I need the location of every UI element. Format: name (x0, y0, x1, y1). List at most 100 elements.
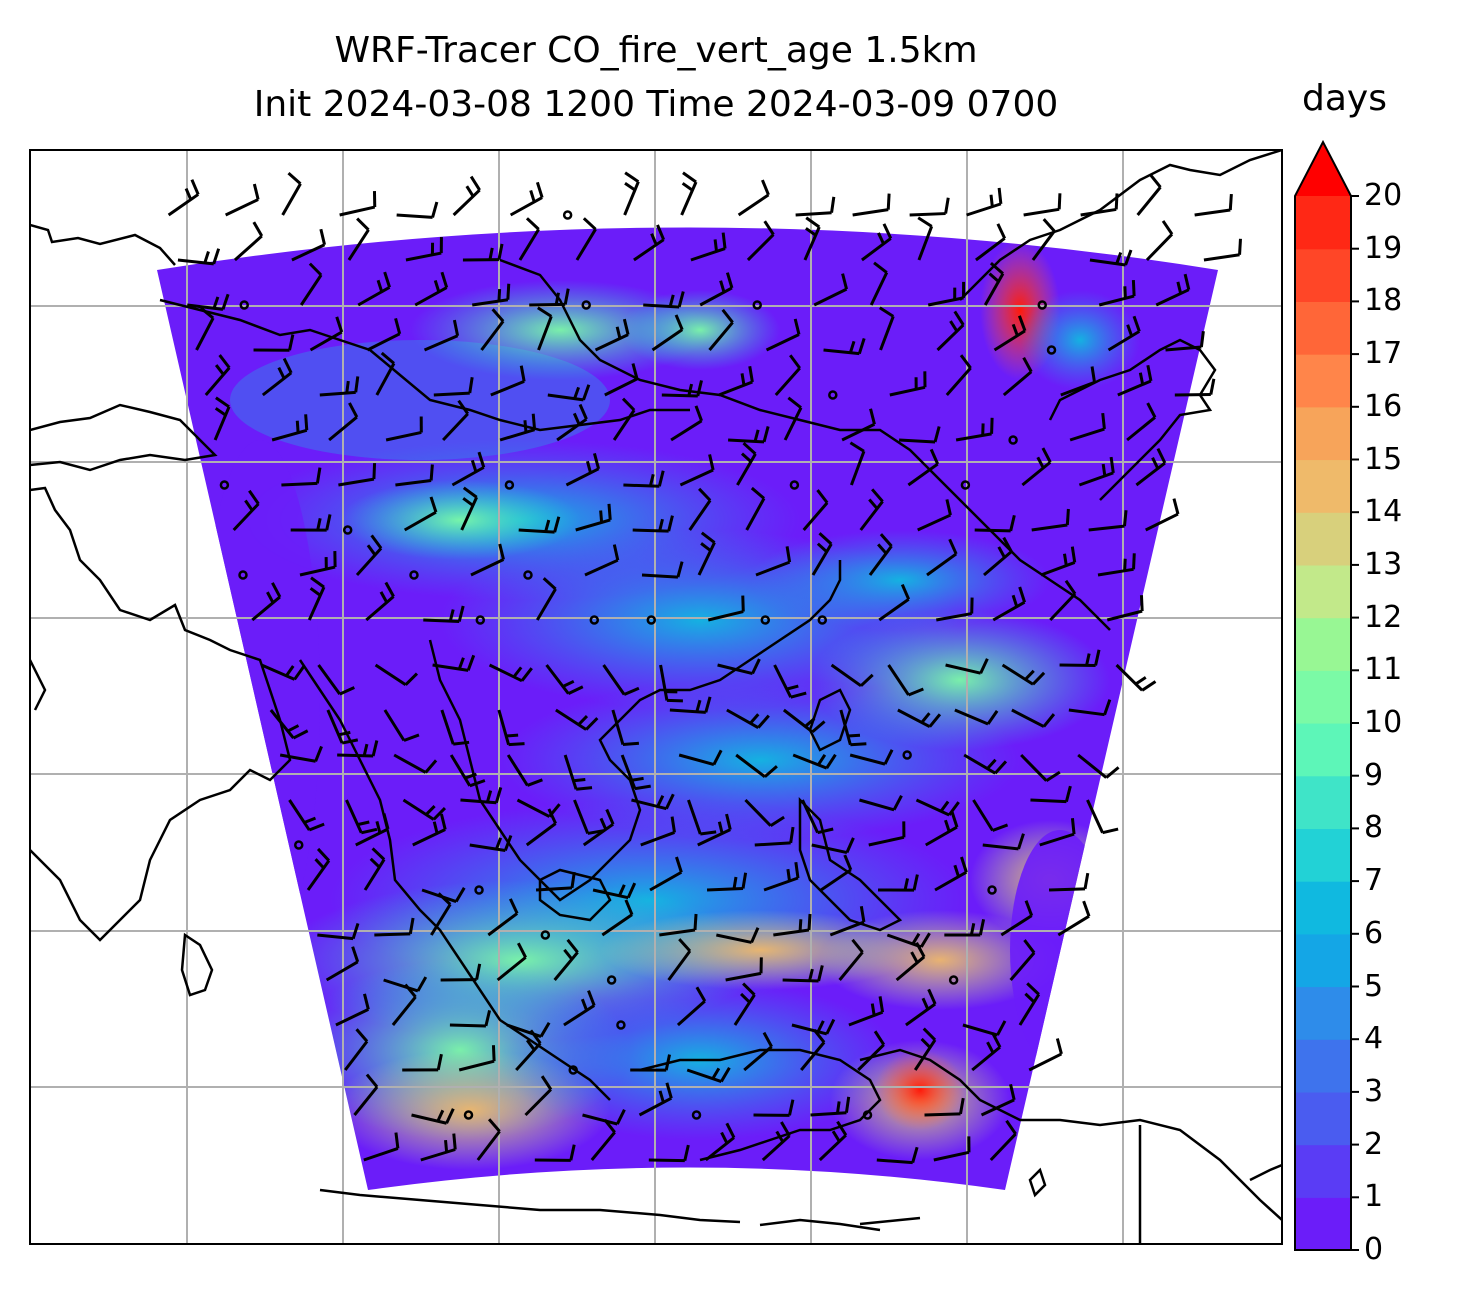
wind-barb (830, 663, 874, 688)
wind-barb (420, 1133, 457, 1162)
wind-barb (1080, 193, 1119, 217)
colorbar-segment (1295, 512, 1351, 566)
wind-barb (852, 193, 891, 217)
wind-barb (755, 546, 792, 577)
colorbar-segment (1295, 564, 1351, 619)
wind-barb (667, 938, 692, 981)
wind-barb (442, 399, 470, 442)
wind-barb (1203, 238, 1242, 262)
calm-wind-marker (1008, 435, 1018, 445)
wind-barb (980, 1083, 1016, 1117)
wind-barb (339, 191, 377, 217)
wind-barb (393, 753, 438, 774)
wind-barb (992, 586, 1027, 622)
wind-barb (868, 821, 906, 847)
wind-barb (886, 932, 931, 949)
wind-barb (905, 988, 937, 1027)
wind-barb (944, 919, 986, 937)
wind-barb (509, 181, 544, 217)
wind-barb (971, 1032, 1002, 1072)
wind-barb (623, 171, 640, 216)
calm-wind-marker (239, 300, 249, 310)
colorbar-segment (1295, 301, 1351, 355)
wind-barbs (167, 171, 1242, 1165)
wind-barb (1031, 218, 1056, 261)
wind-barb (754, 826, 795, 847)
gridlines (30, 150, 1282, 1244)
wind-barb (795, 196, 836, 217)
colorbar-tick-label: 2 (1364, 1126, 1384, 1162)
calm-wind-marker (817, 615, 828, 625)
wind-barb (582, 1109, 626, 1126)
wind-barb (859, 794, 903, 812)
wind-barb (529, 288, 570, 307)
wind-barb (553, 938, 579, 981)
wind-barb (659, 664, 683, 703)
wind-barb (1077, 753, 1120, 779)
wind-barb (307, 576, 326, 621)
wind-barb (823, 337, 866, 356)
wind-barb (355, 813, 390, 847)
wind-barb (983, 536, 1013, 577)
colorbar-tick-label: 10 (1364, 705, 1403, 740)
wind-barb (488, 663, 533, 683)
colorbar-tick-label: 12 (1364, 599, 1403, 635)
colorbar-segment (1295, 1144, 1351, 1198)
wind-barb (925, 811, 959, 847)
wind-barb (735, 753, 778, 778)
wind-barb (761, 1121, 791, 1162)
wind-barb (195, 306, 215, 351)
wind-barb (1011, 708, 1056, 728)
wind-barb (584, 544, 620, 577)
wind-barb (839, 709, 867, 747)
wind-barb (1068, 699, 1112, 717)
wind-barb (269, 709, 309, 740)
wind-barb (679, 454, 715, 487)
wind-barb (281, 467, 322, 487)
wind-barb (878, 306, 895, 351)
wind-barb (765, 318, 801, 352)
wind-barb (638, 1082, 673, 1117)
calm-wind-marker (504, 480, 515, 490)
wind-barb (820, 854, 853, 892)
wind-barb (1049, 579, 1077, 622)
wind-barb (1002, 356, 1033, 397)
colorbar-extend-arrow (1295, 142, 1351, 196)
colorbar-tick-label: 3 (1364, 1073, 1384, 1109)
title-line-1: WRF-Tracer CO_fire_vert_age 1.5km (334, 30, 978, 71)
wind-barb (363, 847, 386, 891)
calm-wind-marker (1037, 300, 1047, 310)
wind-barb (204, 354, 231, 396)
wind-barb (357, 271, 391, 307)
wind-barb (261, 357, 293, 397)
calm-wind-marker (789, 480, 800, 490)
colorbar (1294, 139, 1359, 1251)
wind-barb (299, 551, 337, 577)
colorbar-tick-label: 6 (1364, 915, 1384, 951)
wind-barb (423, 319, 460, 352)
calm-wind-marker (948, 975, 959, 985)
wind-barb (440, 963, 482, 982)
wind-barb (744, 798, 785, 828)
wind-barb (612, 397, 636, 441)
wind-barb (651, 314, 684, 352)
wind-barb (547, 384, 591, 402)
wind-barb (813, 273, 849, 307)
colorbar-label: days (1302, 78, 1387, 119)
wind-barb (887, 664, 924, 697)
wind-barb (515, 1029, 542, 1072)
calm-wind-marker (646, 615, 657, 625)
wind-barb (233, 221, 264, 262)
wind-barb (726, 708, 770, 729)
wind-barb (640, 816, 676, 847)
wind-barb (375, 351, 396, 396)
wind-barb (966, 187, 1003, 217)
wind-barb (927, 281, 966, 307)
colorbar-segment (1295, 881, 1351, 935)
wind-barb (913, 1027, 937, 1071)
wind-barb (430, 892, 452, 936)
wind-barb (1086, 799, 1119, 835)
wind-barb (251, 582, 282, 622)
wind-barb (403, 496, 438, 532)
calm-wind-marker (562, 210, 573, 220)
